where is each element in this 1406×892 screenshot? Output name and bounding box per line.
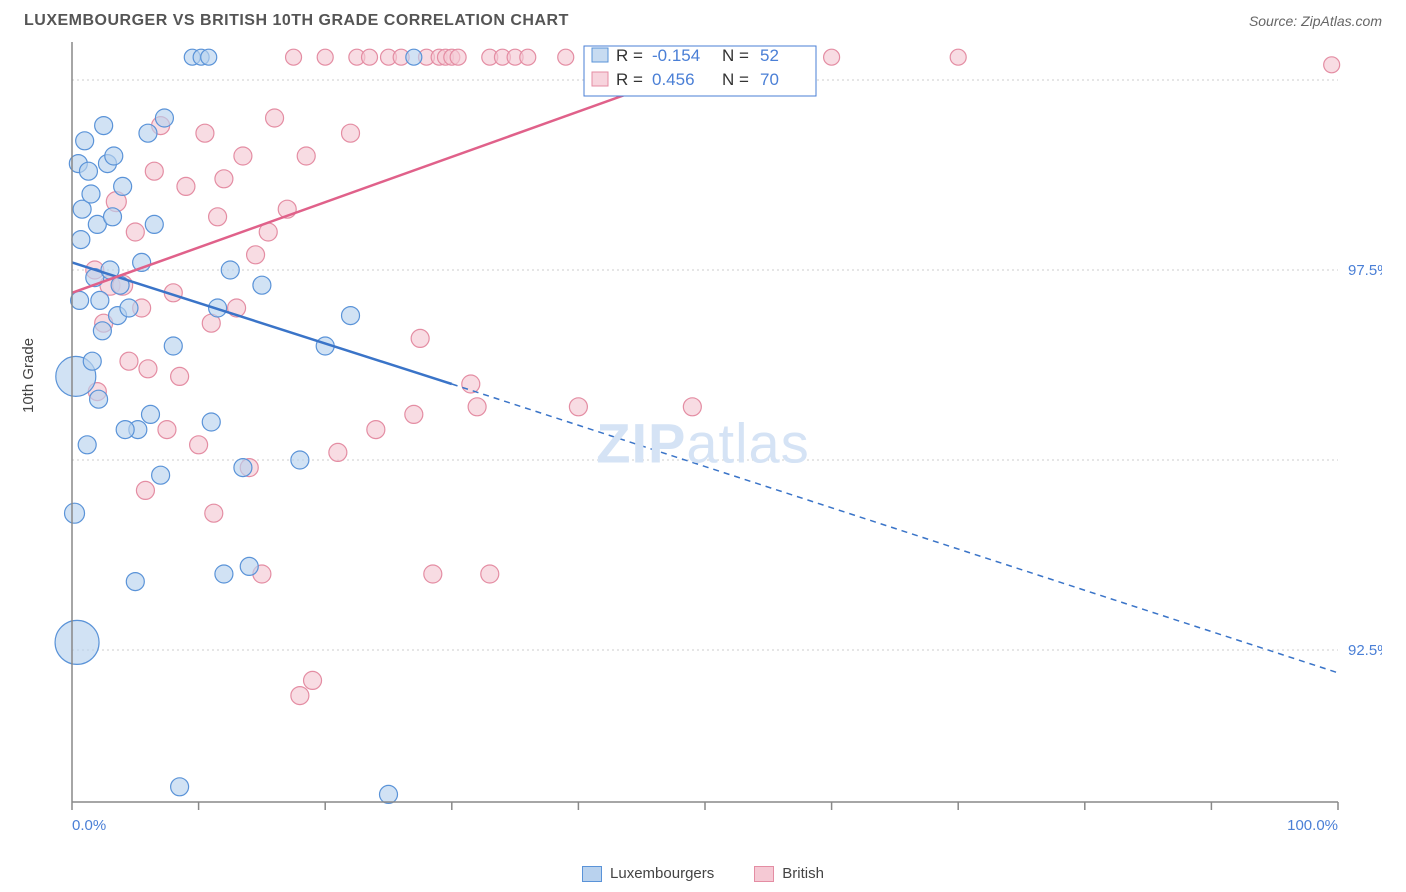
legend-label: British xyxy=(782,865,824,882)
svg-text:N =: N = xyxy=(722,70,749,89)
svg-text:97.5%: 97.5% xyxy=(1348,262,1382,279)
legend-item-luxembourgers: Luxembourgers xyxy=(582,865,714,882)
svg-text:0.0%: 0.0% xyxy=(72,817,106,834)
scatter-plot: 92.5% 97.5% 0.0% 100.0% R = -0.154 N = 52 R = 0.4… xyxy=(24,38,1382,848)
svg-text:52: 52 xyxy=(760,46,779,65)
svg-text:0.456: 0.456 xyxy=(652,70,695,89)
swatch-icon xyxy=(754,866,774,882)
chart-header: LUXEMBOURGER VS BRITISH 10TH GRADE CORRE… xyxy=(0,0,1406,38)
svg-text:70: 70 xyxy=(760,70,779,89)
chart-area: 10th Grade 92.5%97.5%0.0%100.0%R =-0.154… xyxy=(24,38,1382,848)
svg-text:100.0%: 100.0% xyxy=(1287,817,1338,834)
legend-item-british: British xyxy=(754,865,824,882)
svg-text:R =: R = xyxy=(616,46,643,65)
swatch-icon xyxy=(582,866,602,882)
svg-text:-0.154: -0.154 xyxy=(652,46,700,65)
bottom-legend: Luxembourgers British xyxy=(0,865,1406,882)
legend-label: Luxembourgers xyxy=(610,865,714,882)
svg-text:R =: R = xyxy=(616,70,643,89)
chart-title: LUXEMBOURGER VS BRITISH 10TH GRADE CORRE… xyxy=(24,12,569,30)
svg-text:92.5%: 92.5% xyxy=(1348,642,1382,659)
chart-source: Source: ZipAtlas.com xyxy=(1249,13,1382,29)
y-axis-label: 10th Grade xyxy=(20,338,37,413)
svg-text:N =: N = xyxy=(722,46,749,65)
